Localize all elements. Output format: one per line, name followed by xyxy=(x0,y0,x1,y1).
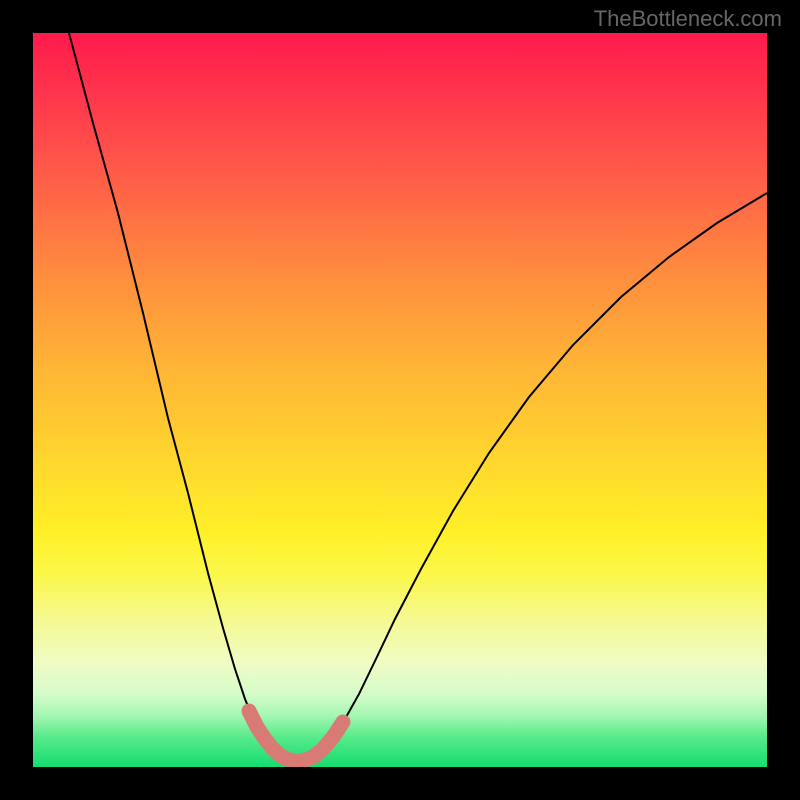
highlight-segment xyxy=(249,711,343,762)
curve-layer xyxy=(33,33,767,767)
plot-area xyxy=(33,33,767,767)
watermark-text: TheBottleneck.com xyxy=(594,6,782,32)
bottleneck-curve xyxy=(69,33,767,762)
